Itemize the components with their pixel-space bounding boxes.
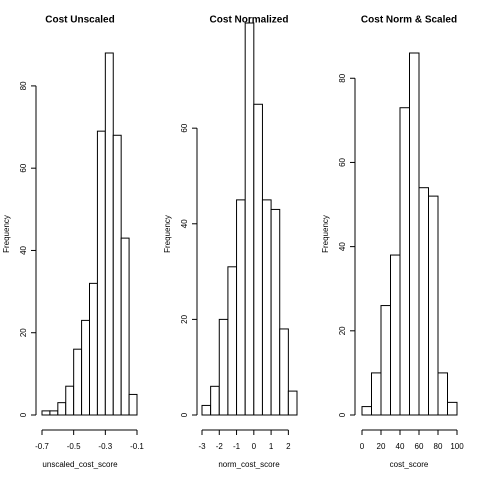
x-tick-label: 40 xyxy=(396,442,405,451)
bar xyxy=(81,319,91,416)
bar xyxy=(380,305,391,416)
x-tick-label: -0.3 xyxy=(98,442,112,451)
x-tick-label: 0 xyxy=(252,442,257,451)
bar xyxy=(104,52,114,416)
y-axis-label: Frequency xyxy=(163,215,172,253)
y-tick-label: 40 xyxy=(180,219,189,228)
bar xyxy=(128,393,138,416)
x-tick-label: 80 xyxy=(434,442,443,451)
x-tick-label: -1 xyxy=(233,442,241,451)
bar xyxy=(73,348,83,416)
y-tick-label: 20 xyxy=(338,326,347,335)
bar xyxy=(49,410,59,416)
y-tick-label: 80 xyxy=(19,81,28,90)
chart-title: Cost Norm & Scaled xyxy=(361,15,457,26)
bar xyxy=(41,410,51,416)
bar xyxy=(57,402,67,416)
bar xyxy=(261,199,272,416)
bar xyxy=(447,401,458,416)
x-tick-label: -0.7 xyxy=(35,442,49,451)
y-tick-label: 40 xyxy=(19,245,28,254)
x-axis-label: unscaled_cost_score xyxy=(42,460,118,469)
bar xyxy=(218,318,229,416)
x-tick-label: 60 xyxy=(415,442,424,451)
x-tick-label: 20 xyxy=(377,442,386,451)
y-tick-label: 0 xyxy=(180,412,189,417)
bar xyxy=(89,282,98,416)
x-tick-label: 0 xyxy=(360,442,365,451)
bar xyxy=(65,385,75,416)
y-tick-label: 40 xyxy=(338,242,347,251)
y-tick-label: 60 xyxy=(180,123,189,132)
bar xyxy=(201,404,212,416)
x-tick-label: -3 xyxy=(198,442,206,451)
x-axis-label: cost_score xyxy=(390,460,429,469)
x-tick-label: -2 xyxy=(216,442,224,451)
bar xyxy=(361,406,372,416)
bar xyxy=(236,199,246,416)
bar xyxy=(244,22,255,416)
bar xyxy=(390,254,401,416)
bar xyxy=(287,390,298,416)
y-tick-label: 20 xyxy=(19,328,28,337)
bar xyxy=(399,107,410,416)
chart-title: Cost Normalized xyxy=(210,15,289,26)
bar xyxy=(96,130,106,416)
bar xyxy=(120,237,130,416)
bar xyxy=(428,195,439,416)
y-axis-label: Frequency xyxy=(2,215,11,253)
x-tick-label: 1 xyxy=(269,442,274,451)
y-tick-label: 0 xyxy=(19,412,28,417)
bar xyxy=(409,52,420,416)
y-tick-label: 80 xyxy=(338,73,347,82)
bar xyxy=(253,103,263,416)
y-tick-label: 60 xyxy=(19,163,28,172)
bar xyxy=(227,266,238,416)
bar xyxy=(437,372,448,416)
bar xyxy=(279,328,289,416)
y-tick-label: 0 xyxy=(338,412,347,417)
x-axis-label: norm_cost_score xyxy=(218,460,280,469)
x-tick-label: 100 xyxy=(450,442,464,451)
x-tick-label: -0.5 xyxy=(67,442,81,451)
chart-title: Cost Unscaled xyxy=(45,15,114,26)
bar xyxy=(112,134,122,416)
bar xyxy=(210,385,220,416)
x-tick-label: 2 xyxy=(286,442,291,451)
y-tick-label: 20 xyxy=(180,314,189,323)
y-axis-label: Frequency xyxy=(321,215,330,253)
bar xyxy=(418,187,429,416)
bar xyxy=(371,372,382,416)
x-tick-label: -0.1 xyxy=(130,442,144,451)
bar xyxy=(270,208,281,416)
y-tick-label: 60 xyxy=(338,157,347,166)
